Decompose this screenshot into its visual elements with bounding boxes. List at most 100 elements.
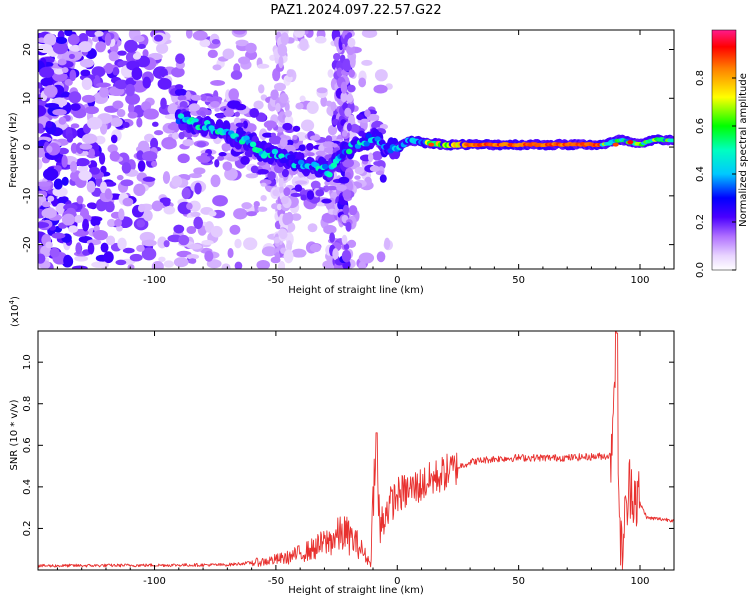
heatmap-cell	[253, 201, 260, 208]
heatmap-cell	[171, 67, 185, 78]
heatmap-cell	[343, 243, 350, 250]
heatmap-cell	[204, 250, 214, 262]
heatmap-cell	[178, 131, 185, 140]
heatmap-cell	[336, 184, 347, 192]
heatmap-cell	[99, 181, 108, 194]
heatmap-cell	[235, 39, 249, 47]
heatmap-cell	[110, 134, 118, 144]
heatmap-cell	[196, 141, 207, 148]
heatmap-cell	[333, 53, 341, 61]
heatmap-cell	[43, 168, 59, 181]
heatmap-cell	[233, 30, 246, 35]
heatmap-cell	[199, 38, 211, 48]
heatmap-cell	[306, 142, 314, 151]
heatmap-cell	[112, 100, 124, 110]
heatmap-cell	[151, 160, 158, 168]
heatmap-cell	[291, 248, 307, 258]
heatmap-cell	[373, 161, 381, 166]
heatmap-cell	[193, 216, 203, 230]
heatmap-cell	[98, 152, 106, 165]
heatmap-cell	[340, 81, 348, 94]
heatmap-cell	[656, 137, 663, 142]
heatmap-cell	[128, 102, 135, 114]
x-tick-label: 100	[630, 275, 649, 286]
heatmap-cell	[627, 140, 634, 145]
heatmap-cell	[338, 176, 350, 184]
heatmap-cell	[188, 258, 197, 264]
heatmap-cell	[38, 158, 43, 170]
heatmap-cell	[268, 135, 282, 145]
heatmap-cell	[309, 243, 322, 253]
heatmap-cell	[266, 124, 273, 131]
heatmap-cell	[310, 180, 321, 190]
heatmap-cell	[125, 93, 141, 105]
heatmap-cell	[192, 30, 208, 41]
heatmap-cell	[91, 66, 106, 78]
heatmap-cell	[265, 147, 272, 154]
heatmap-cell	[292, 134, 298, 141]
x-tick-label: -50	[268, 576, 284, 587]
heatmap-cell	[142, 176, 156, 182]
heatmap-cell	[286, 69, 294, 78]
heatmap-cell	[68, 53, 75, 60]
heatmap-cell	[211, 39, 221, 45]
heatmap-cell	[242, 120, 248, 129]
heatmap-cell	[315, 35, 327, 44]
heatmap-cell	[365, 133, 373, 139]
heatmap-cell	[286, 240, 293, 253]
heatmap-cell	[316, 87, 328, 94]
heatmap-cell	[267, 171, 276, 181]
heatmap-cell	[100, 165, 107, 174]
colorbar-gradient	[711, 29, 737, 271]
x-tick-label: -100	[143, 275, 166, 286]
heatmap-cell	[332, 248, 339, 261]
heatmap-cell	[57, 58, 67, 66]
heatmap-cell	[358, 252, 375, 264]
heatmap-cell	[87, 242, 95, 255]
heatmap-cell	[221, 263, 231, 269]
heatmap-cell	[51, 232, 66, 239]
heatmap-cell	[215, 113, 225, 119]
heatmap-cell	[350, 123, 360, 133]
heatmap-cell	[69, 160, 78, 173]
heatmap-cell	[280, 32, 289, 46]
heatmap-cell	[106, 235, 116, 246]
heatmap-cell	[109, 150, 120, 162]
heatmap-cell	[151, 200, 164, 212]
heatmap-cell	[108, 51, 119, 62]
heatmap-cell	[67, 34, 80, 46]
x-tick-label: 0	[394, 576, 400, 587]
heatmap-cell	[234, 238, 242, 249]
heatmap-cell	[218, 152, 227, 157]
heatmap-cell	[53, 178, 63, 190]
spectrogram-x-axis-label: Height of straight line (km)	[288, 285, 424, 296]
heatmap-cell	[93, 229, 108, 241]
heatmap-cell	[283, 249, 294, 264]
heatmap-cell	[167, 123, 182, 131]
spectrogram-heatmap	[38, 30, 674, 269]
heatmap-cell	[279, 92, 289, 104]
heatmap-cell	[143, 210, 153, 222]
heatmap-cell	[121, 162, 132, 174]
heatmap-cell	[173, 257, 189, 268]
heatmap-cell	[159, 68, 168, 78]
y-tick-label: 20	[22, 43, 33, 56]
spectrogram-frame	[37, 29, 675, 270]
heatmap-cell	[192, 118, 199, 123]
heatmap-cell	[153, 34, 163, 42]
heatmap-cell	[235, 122, 245, 128]
heatmap-cell	[260, 182, 267, 187]
heatmap-cell	[193, 167, 206, 175]
heatmap-cell	[233, 208, 248, 220]
heatmap-cell	[115, 259, 127, 266]
heatmap-cell	[347, 37, 356, 48]
heatmap-cell	[79, 143, 93, 150]
heatmap-cell	[86, 116, 103, 130]
heatmap-cell	[199, 94, 207, 101]
heatmap-cell	[69, 69, 77, 82]
heatmap-cell	[238, 56, 251, 65]
heatmap-cell	[240, 155, 250, 165]
heatmap-cell	[70, 142, 78, 154]
heatmap-cell	[372, 150, 383, 161]
